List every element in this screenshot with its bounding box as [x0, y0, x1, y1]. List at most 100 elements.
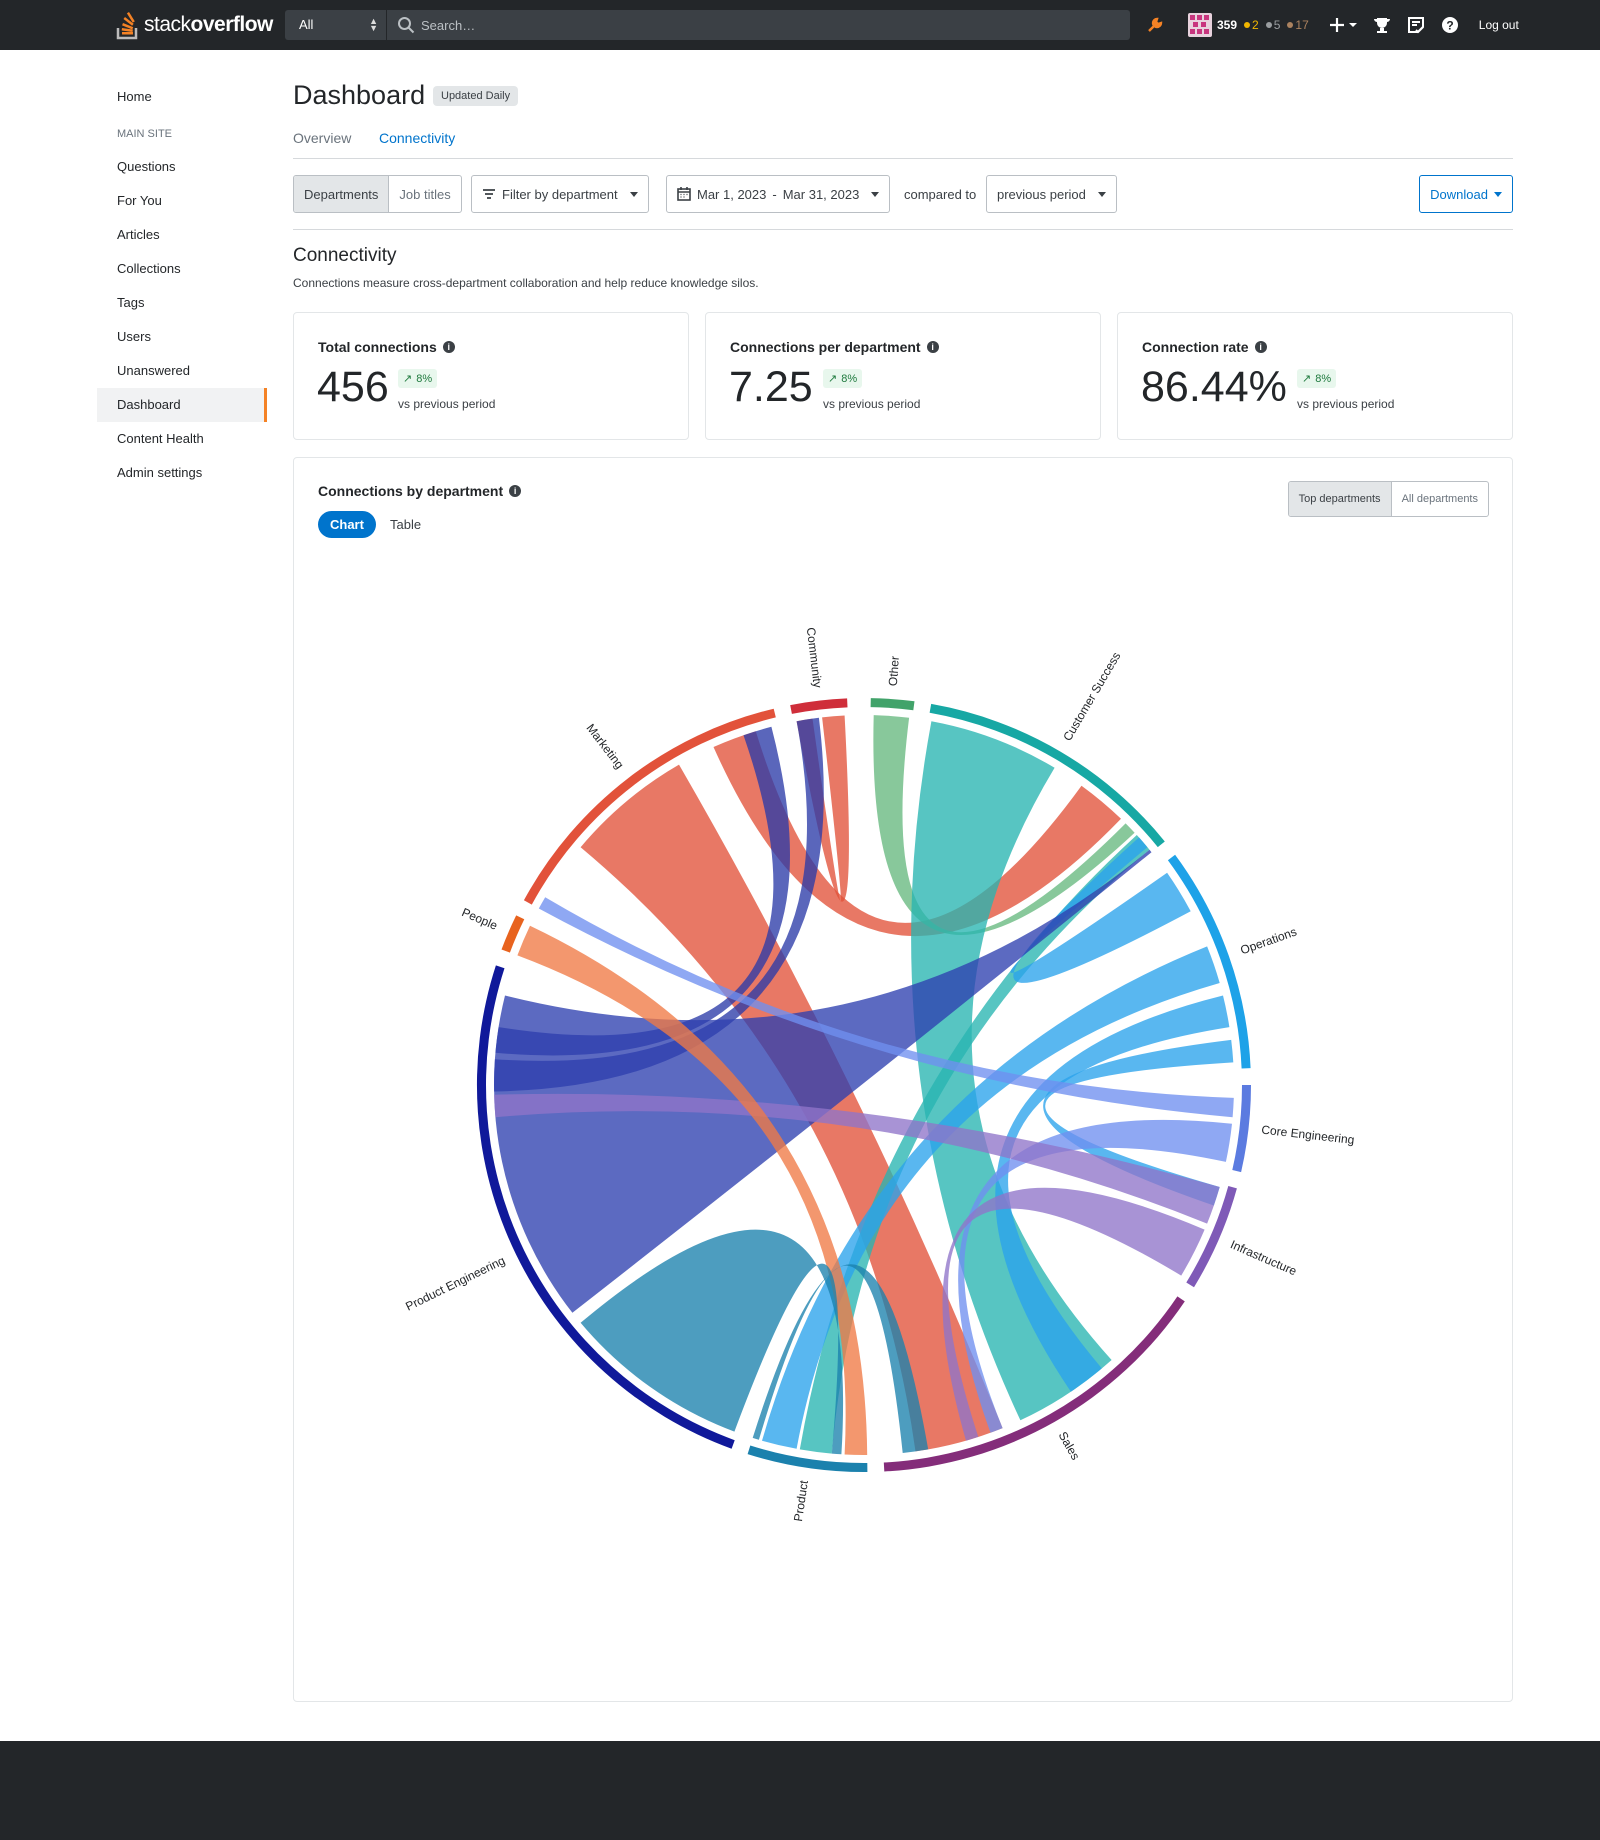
all-departments-button[interactable]: All departments	[1401, 493, 1478, 505]
divider	[293, 229, 1513, 230]
chart-view-button[interactable]: Chart	[318, 511, 376, 538]
nav-home[interactable]: Home	[97, 80, 267, 114]
ribbons-layer	[493, 715, 1234, 1456]
ribbon-marketing-to-product-engineering[interactable]	[495, 726, 790, 1056]
nav-content-health[interactable]: Content Health	[117, 431, 204, 446]
trend-value: 8%	[416, 372, 433, 385]
metric-label: Total connections i	[318, 339, 455, 355]
label-core-engineering: Core Engineering	[1261, 1123, 1355, 1147]
ribbon-product-to-sales[interactable]	[752, 1264, 929, 1453]
group-departments-button[interactable]: Departments	[294, 176, 390, 212]
ribbon-infrastructure-to-product-engineering[interactable]	[494, 1093, 1220, 1224]
trend-value: 8%	[841, 372, 858, 385]
achievements-icon[interactable]	[1373, 16, 1391, 34]
nav-admin-settings[interactable]: Admin settings	[117, 465, 203, 480]
search-input[interactable]: Search…	[387, 10, 1130, 40]
nav-collections[interactable]: Collections	[117, 261, 181, 276]
tab-overview[interactable]: Overview	[293, 130, 352, 146]
nav-tags[interactable]: Tags	[117, 295, 145, 310]
ribbon-marketing-to-customer-success[interactable]	[713, 731, 1122, 937]
nav-dashboard[interactable]: Dashboard	[97, 388, 267, 422]
comparison-text: vs previous period	[823, 397, 921, 411]
ribbon-product-engineering-to-product[interactable]	[580, 1229, 844, 1455]
date-range-picker[interactable]: Mar 1, 2023 - Mar 31, 2023	[666, 175, 891, 213]
ribbon-core-engineering-to-sales[interactable]	[958, 1119, 1232, 1433]
metric-label-text: Connection rate	[1142, 339, 1249, 355]
stackoverflow-logo[interactable]: stackoverflow	[116, 10, 273, 40]
trend-badge: ↗ 8%	[823, 369, 863, 388]
tab-bar: Overview Connectivity	[293, 128, 1513, 159]
top-departments-button[interactable]: Top departments	[1288, 482, 1392, 516]
download-button[interactable]: Download	[1419, 175, 1513, 213]
tab-connectivity[interactable]: Connectivity	[379, 130, 456, 146]
create-menu-button[interactable]	[1329, 17, 1357, 33]
left-sidebar: Home MAIN SITE Questions For You Article…	[97, 80, 267, 490]
trend-badge: ↗ 8%	[398, 369, 438, 388]
nav-questions[interactable]: Questions	[117, 159, 176, 174]
date-start: Mar 1, 2023	[697, 186, 767, 202]
compare-period-dropdown[interactable]: previous period	[986, 175, 1117, 213]
nav-articles[interactable]: Articles	[117, 227, 160, 242]
filter-department-dropdown[interactable]: Filter by department	[471, 175, 649, 213]
arc-infrastructure[interactable]	[1186, 1186, 1237, 1288]
nav-unanswered[interactable]: Unanswered	[117, 363, 190, 378]
chevron-down-icon	[629, 191, 638, 197]
ribbon-product-engineering-to-customer-success[interactable]	[493, 849, 1152, 1313]
compared-to-label: compared to	[904, 187, 977, 202]
nav-for-you[interactable]: For You	[117, 193, 162, 208]
label-other: Other	[886, 656, 902, 687]
ribbon-customer-success-to-product[interactable]	[799, 835, 1150, 1454]
arc-community[interactable]	[790, 698, 848, 714]
group-by-toggle: Departments Job titles	[293, 175, 462, 213]
arc-product[interactable]	[747, 1445, 868, 1473]
gold-badge-count: 2	[1252, 18, 1259, 32]
top-bar: stackoverflow All ▲ ▼ Search… 359 2 5 17	[0, 0, 1600, 50]
logo-icon	[116, 12, 138, 40]
arc-core-engineering[interactable]	[1232, 1085, 1251, 1173]
date-end: Mar 31, 2023	[782, 186, 860, 202]
info-icon[interactable]: i	[1254, 341, 1267, 353]
table-view-button[interactable]: Table	[390, 517, 422, 532]
ribbon-marketing-to-sales[interactable]	[580, 764, 1003, 1452]
search-scope-select[interactable]: All ▲ ▼	[285, 10, 386, 40]
review-queues-icon[interactable]	[1407, 16, 1425, 34]
date-separator: -	[772, 186, 777, 202]
arc-people[interactable]	[501, 915, 525, 953]
ribbon-other-to-customer-success[interactable]	[873, 715, 1135, 936]
calendar-icon	[677, 187, 691, 201]
ribbon-core-engineering-to-marketing[interactable]	[538, 897, 1234, 1118]
comparison-text: vs previous period	[398, 397, 496, 411]
avatar[interactable]	[1188, 13, 1212, 37]
logout-link[interactable]: Log out	[1478, 18, 1519, 32]
arc-operations[interactable]	[1167, 854, 1251, 1069]
search-icon	[398, 17, 415, 34]
nav-home-label: Home	[117, 89, 152, 104]
ribbon-operations-to-customer-success[interactable]	[1010, 837, 1191, 983]
chart-title: Connections by department i	[318, 483, 522, 499]
department-scope-toggle: Top departments All departments	[1287, 481, 1489, 517]
chevron-down-icon	[871, 191, 880, 197]
info-icon[interactable]: i	[926, 341, 939, 353]
metric-label-text: Total connections	[318, 339, 437, 355]
nav-users[interactable]: Users	[117, 329, 151, 344]
label-product-engineering: Product Engineering	[403, 1253, 507, 1313]
metric-card-total: Total connections i 456 ↗ 8% vs previous p…	[293, 312, 689, 440]
ribbon-operations-to-product[interactable]	[762, 946, 1220, 1449]
label-customer-success: Customer Success	[1060, 650, 1123, 744]
trend-up-icon: ↗	[1302, 373, 1312, 385]
plus-icon	[1329, 18, 1357, 32]
info-icon[interactable]: i	[442, 341, 455, 353]
help-icon[interactable]: ?	[1441, 16, 1459, 34]
info-icon[interactable]: i	[509, 485, 522, 497]
bronze-badge-icon	[1287, 22, 1294, 28]
metric-label: Connection rate i	[1142, 339, 1267, 355]
group-job-titles-button[interactable]: Job titles	[399, 187, 451, 202]
trend-up-icon: ↗	[403, 373, 413, 385]
label-people: People	[460, 905, 500, 933]
reputation-count: 359	[1217, 18, 1238, 32]
wrench-icon[interactable]	[1146, 16, 1164, 34]
label-marketing: Marketing	[584, 721, 627, 771]
ribbon-infrastructure-to-sales[interactable]	[942, 1187, 1205, 1441]
arc-other[interactable]	[870, 698, 915, 711]
arcs-layer	[476, 698, 1251, 1473]
